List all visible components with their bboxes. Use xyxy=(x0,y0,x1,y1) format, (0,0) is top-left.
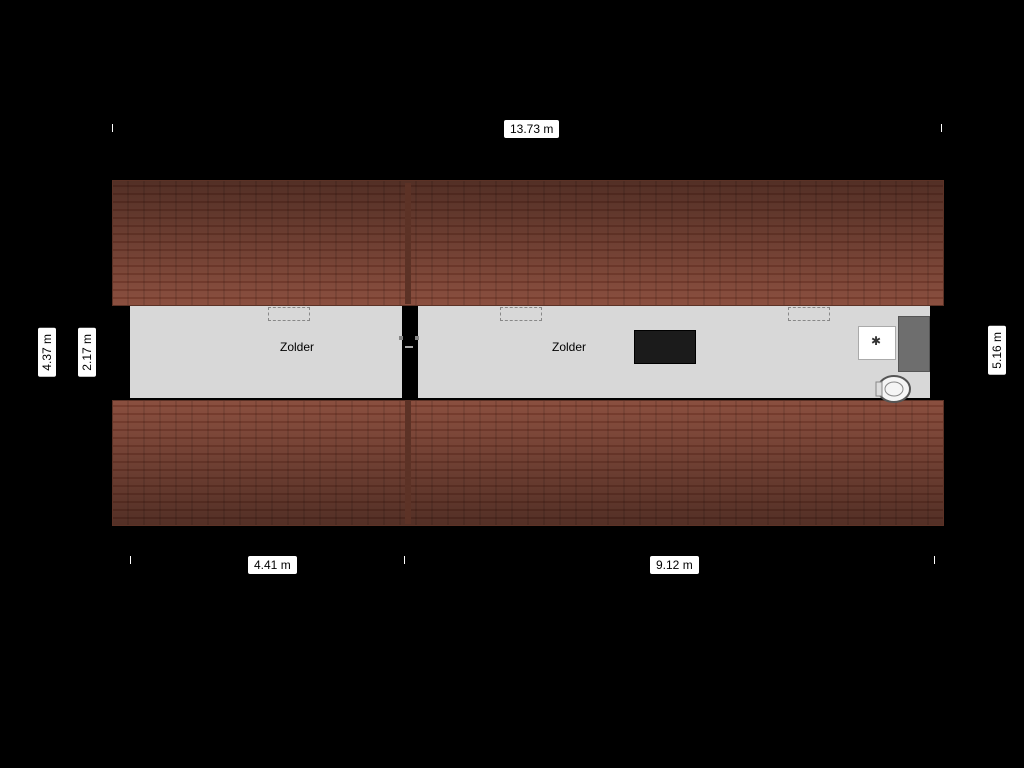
skylight-3 xyxy=(788,307,830,321)
table xyxy=(634,330,696,364)
dim-top: 13.73 m xyxy=(504,120,559,138)
room-right-label: Zolder xyxy=(552,340,586,354)
dim-bottom-right: 9.12 m xyxy=(650,556,699,574)
room-left-label: Zolder xyxy=(280,340,314,354)
dim-left-inner: 2.17 m xyxy=(78,328,96,377)
tick-bot-2 xyxy=(404,556,405,564)
roof-seam-top xyxy=(405,183,411,304)
grey-panel xyxy=(898,316,930,372)
toilet-icon xyxy=(874,374,914,404)
roof-top xyxy=(112,180,944,306)
tick-top-r xyxy=(941,124,942,132)
tick-bot-3 xyxy=(934,556,935,564)
tick-bot-1 xyxy=(130,556,131,564)
door-frame-r xyxy=(415,336,419,340)
dim-bottom-left: 4.41 m xyxy=(248,556,297,574)
skylight-1 xyxy=(268,307,310,321)
skylight-2 xyxy=(500,307,542,321)
room-left xyxy=(130,306,402,398)
right-end-wall xyxy=(930,306,936,398)
partition-lower xyxy=(403,368,415,398)
flame-icon: ✱ xyxy=(870,334,882,348)
tick-top-l xyxy=(112,124,113,132)
dim-left-outer: 4.37 m xyxy=(38,328,56,377)
roof-bottom xyxy=(112,400,944,526)
partition-upper xyxy=(403,306,415,334)
dim-right: 5.16 m xyxy=(988,326,1006,375)
roof-seam-bottom xyxy=(405,400,411,524)
door-leaf xyxy=(405,346,413,348)
door-frame-l xyxy=(399,336,403,340)
